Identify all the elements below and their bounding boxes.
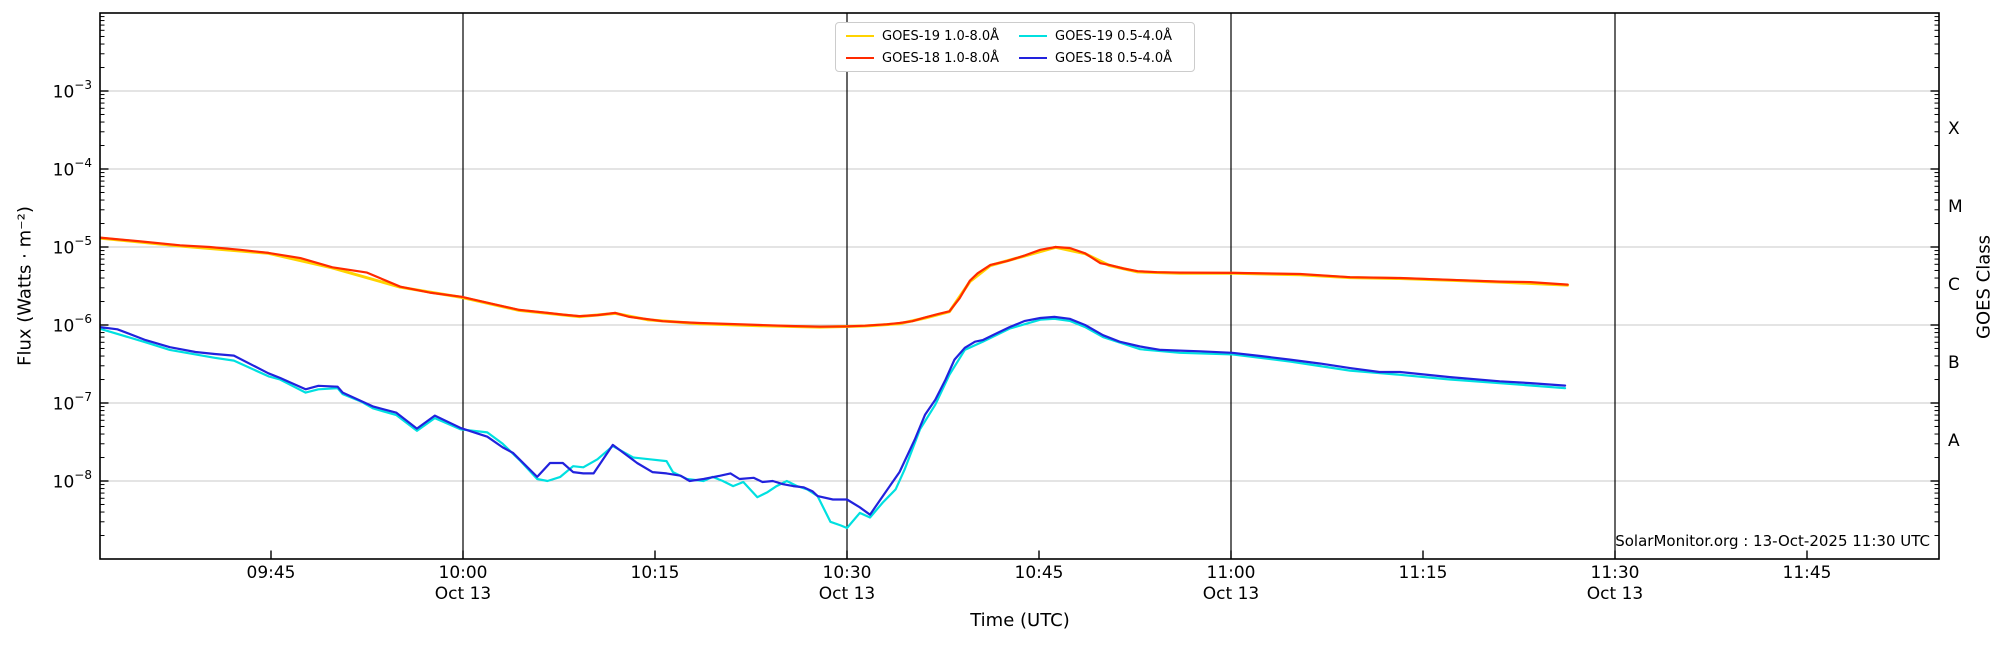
y-tick-label: 10−3 (52, 78, 92, 103)
goes-class-letter: B (1948, 353, 1960, 373)
x-tick-label: 09:45 (246, 563, 296, 583)
x-date-label: Oct 13 (1586, 584, 1644, 604)
legend-line-sample (846, 57, 874, 59)
legend-entry-goes18-short: GOES-18 0.5-4.0Å (1015, 47, 1188, 69)
x-date-label: Oct 13 (818, 584, 876, 604)
y-tick-label: 10−5 (52, 234, 92, 259)
legend-entry-goes19-short: GOES-19 0.5-4.0Å (1015, 25, 1188, 47)
x-tick-label: 11:45 (1782, 563, 1832, 583)
x-tick-label: 10:45 (1014, 563, 1064, 583)
goes-class-letter: M (1948, 197, 1963, 217)
legend-line-sample (1019, 57, 1047, 59)
y-tick-label: 10−7 (52, 390, 92, 415)
goes-class-letter: A (1948, 431, 1960, 451)
series-goes19-long (100, 236, 1570, 329)
x-tick-label: 10:15 (630, 563, 680, 583)
series-goes19-short (100, 317, 1567, 530)
legend-entry-goes18-long: GOES-18 1.0-8.0Å (842, 47, 1015, 69)
legend-label: GOES-19 1.0-8.0Å (882, 28, 1000, 44)
x-tick-label: 10:30 (822, 563, 872, 583)
legend-label: GOES-18 0.5-4.0Å (1055, 50, 1173, 66)
legend-label: GOES-19 0.5-4.0Å (1055, 28, 1173, 44)
axis-frame (99, 12, 1940, 560)
legend-line-sample (1019, 35, 1047, 37)
x-axis-title: Time (UTC) (970, 610, 1070, 631)
x-tick-label: 11:15 (1398, 563, 1448, 583)
x-tick-label: 11:30 (1590, 563, 1640, 583)
x-date-label: Oct 13 (1202, 584, 1260, 604)
series-goes18-short (100, 315, 1567, 516)
y-tick-label: 10−6 (52, 312, 92, 337)
y-tick-label: 10−4 (52, 156, 92, 181)
x-tick-label: 10:00 (438, 563, 488, 583)
legend: GOES-19 1.0-8.0Å GOES-18 1.0-8.0Å GOES-19 … (835, 22, 1195, 72)
goes-class-letter: C (1948, 275, 1960, 295)
y-axis-title: Flux (Watts · m⁻²) (14, 206, 36, 366)
watermark: SolarMonitor.org : 13-Oct-2025 11:30 UTC (1615, 532, 1930, 550)
x-tick-label: 11:00 (1206, 563, 1256, 583)
legend-label: GOES-18 1.0-8.0Å (882, 50, 1000, 66)
x-date-label: Oct 13 (434, 584, 492, 604)
legend-entry-goes19-long: GOES-19 1.0-8.0Å (842, 25, 1015, 47)
right-axis-title: GOES Class (1973, 235, 1995, 339)
legend-line-sample (846, 35, 874, 37)
y-tick-label: 10−8 (52, 468, 92, 493)
goes-class-letter: X (1948, 119, 1960, 139)
series-goes18-long (100, 236, 1569, 328)
